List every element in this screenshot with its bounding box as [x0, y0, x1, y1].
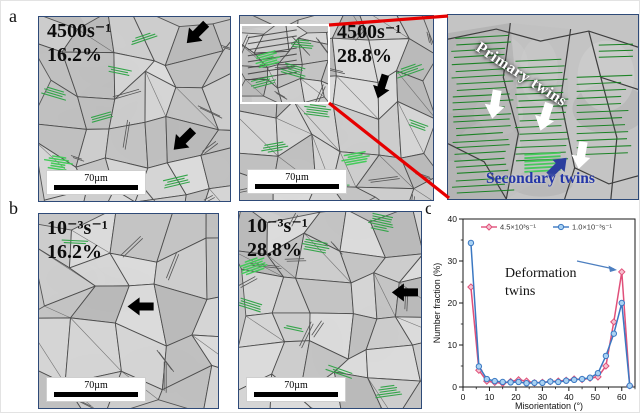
panel-c-label: c — [425, 198, 433, 218]
inset-image — [242, 26, 328, 102]
black-arrow-icon — [391, 283, 418, 302]
strain-rate-text: 4500s⁻¹ — [337, 21, 402, 43]
scale-bar-label: 70µm — [84, 173, 108, 184]
svg-text:0: 0 — [452, 382, 457, 392]
svg-text:50: 50 — [591, 392, 601, 402]
scale-bar: 70µm — [47, 171, 145, 194]
condition-label: 10⁻³s⁻¹ 28.8% — [247, 214, 308, 263]
panel-b-label: b — [9, 198, 18, 218]
strain-text: 28.8% — [337, 45, 392, 68]
scale-bar-line — [255, 184, 339, 189]
micrograph-a3-image — [448, 15, 638, 199]
condition-label: 10⁻³s⁻¹ 16.2% — [47, 216, 108, 265]
annotation-text: Deformation — [505, 266, 577, 281]
micrograph-a3-magnified: Primary twins Secondary twins — [447, 14, 639, 200]
black-arrow-icon — [373, 73, 390, 99]
svg-text:20: 20 — [448, 298, 458, 308]
white-arrow-icon — [535, 101, 555, 131]
svg-text:4.5×10³s⁻¹: 4.5×10³s⁻¹ — [500, 223, 536, 232]
scale-bar: 70µm — [47, 378, 145, 401]
scale-bar-line — [54, 185, 138, 190]
svg-text:40: 40 — [448, 214, 458, 224]
strain-rate-text: 10⁻³s⁻¹ — [47, 217, 108, 239]
y-axis-label: Number fraction (%) — [432, 263, 442, 344]
annotation: Deformation twins — [505, 260, 617, 299]
micrograph-b2: 10⁻³s⁻¹ 28.8% 70µm — [238, 211, 422, 409]
svg-text:30: 30 — [538, 392, 548, 402]
strain-text: 28.8% — [247, 239, 302, 262]
scale-bar: 70µm — [247, 378, 345, 401]
micrograph-b1: 10⁻³s⁻¹ 16.2% 70µm — [38, 213, 219, 409]
x-axis-label: Misorientation (°) — [515, 401, 583, 411]
inset-box — [240, 24, 330, 104]
white-arrow-icon — [484, 89, 505, 119]
scale-bar: 70µm — [248, 170, 346, 193]
chart-panel: 0 10 20 30 40 50 60 0 10 20 30 40 Misorientation (°)… — [431, 201, 639, 412]
series-1.0×10⁻³s⁻¹ — [467, 239, 633, 389]
white-arrow-icon — [571, 141, 591, 169]
svg-text:1.0×10⁻³s⁻¹: 1.0×10⁻³s⁻¹ — [572, 223, 612, 232]
condition-label: 4500s⁻¹ 16.2% — [47, 19, 111, 68]
micrograph-a1: 4500s⁻¹ 16.2% 70µm — [38, 16, 231, 202]
scale-bar-label: 70µm — [284, 380, 308, 391]
svg-text:20: 20 — [511, 392, 521, 402]
svg-text:10: 10 — [448, 340, 458, 350]
annotation-arrow-icon — [576, 260, 615, 270]
svg-text:30: 30 — [448, 256, 458, 266]
scale-bar-label: 70µm — [84, 380, 108, 391]
strain-rate-text: 10⁻³s⁻¹ — [247, 215, 308, 237]
scale-bar-line — [54, 392, 138, 397]
svg-text:10: 10 — [485, 392, 495, 402]
strain-text: 16.2% — [47, 44, 102, 67]
condition-label: 4500s⁻¹ 28.8% — [337, 20, 401, 69]
svg-text:0: 0 — [461, 392, 466, 402]
black-arrow-icon — [127, 297, 154, 316]
secondary-twins-label: Secondary twins — [486, 170, 595, 187]
svg-text:40: 40 — [564, 392, 574, 402]
scale-bar-line — [254, 392, 338, 397]
micrograph-b1-image — [39, 214, 218, 408]
micrograph-a2: 4500s⁻¹ 28.8% 70µm — [239, 15, 434, 201]
strain-rate-text: 4500s⁻¹ — [47, 20, 112, 42]
strain-text: 16.2% — [47, 241, 102, 264]
legend: 4.5×10³s⁻¹ 1.0×10⁻³s⁻¹ — [481, 223, 612, 232]
svg-text:60: 60 — [617, 392, 627, 402]
svg-text:twins: twins — [505, 284, 535, 299]
scale-bar-label: 70µm — [285, 172, 309, 183]
blue-arrow-icon — [546, 157, 567, 179]
micrograph-b2-image — [239, 212, 421, 408]
plot-border — [462, 218, 636, 388]
panel-a-label: a — [9, 6, 17, 26]
black-arrow-icon — [173, 127, 197, 150]
black-arrow-icon — [186, 20, 210, 44]
